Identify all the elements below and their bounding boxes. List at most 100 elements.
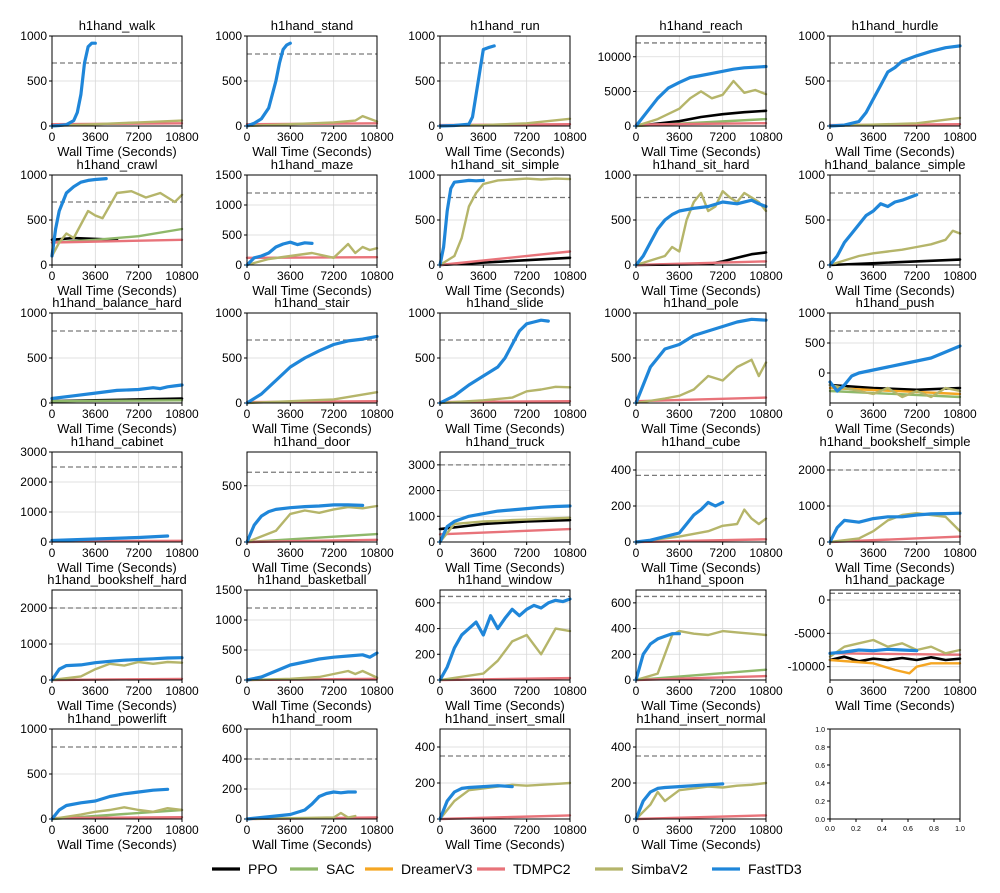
y-tick-label: 500	[27, 767, 47, 781]
plot-area	[636, 729, 766, 819]
x-tick-label: 10800	[943, 407, 977, 421]
series-line-simbav2	[438, 627, 572, 682]
series-line-tdmpc2	[828, 535, 962, 544]
y-tick-label: 0	[818, 535, 825, 549]
axes-frame	[246, 312, 378, 404]
series-line-tdmpc2	[438, 527, 572, 536]
y-tick-label: 0	[818, 366, 825, 380]
panel-title: h1hand_powerlift	[67, 711, 166, 726]
x-tick-label: 7200	[903, 130, 930, 144]
series-line-simbav2	[245, 811, 357, 821]
series-line-sac	[50, 399, 184, 403]
x-tick-label: 10800	[749, 269, 783, 283]
x-axis-label: Wall Time (Seconds)	[252, 560, 371, 575]
y-tick-label: 400	[415, 622, 435, 636]
legend-label: SAC	[326, 861, 355, 877]
x-axis-label: Wall Time (Seconds)	[445, 283, 564, 298]
x-tick-label: 0	[437, 269, 444, 283]
plot-area	[247, 452, 377, 542]
axes-frame	[246, 728, 378, 820]
x-tick-label: 3600	[666, 823, 693, 837]
x-tick-label: 7200	[709, 546, 736, 560]
x-tick-label: 7200	[320, 407, 347, 421]
y-tick-label: 500	[222, 643, 242, 657]
x-tick-label: 0	[633, 823, 640, 837]
series-line-simbav2	[245, 242, 379, 267]
series-line-ppo	[634, 109, 768, 128]
x-tick-label: 0	[49, 130, 56, 144]
series-line-simbav2	[438, 516, 572, 544]
x-tick-label: 7200	[709, 684, 736, 698]
x-tick-label: 3600	[470, 684, 497, 698]
y-tick-label: 0	[428, 396, 435, 410]
y-tick-label: 0	[624, 535, 631, 549]
y-tick-label: 0	[428, 119, 435, 133]
x-tick-label: 10800	[553, 823, 587, 837]
y-tick-label: 1000	[215, 198, 242, 212]
x-tick-label: 0	[827, 684, 834, 698]
panel-title: h1hand_hurdle	[852, 18, 939, 33]
series-line-ppo	[828, 655, 962, 663]
x-tick-label: 7200	[709, 823, 736, 837]
y-tick-label: 0	[428, 258, 435, 272]
panel-title: h1hand_sit_simple	[451, 157, 559, 172]
x-tick-label: 0.8	[929, 826, 939, 833]
x-tick-label: 7200	[320, 546, 347, 560]
x-tick-label: 10800	[165, 130, 199, 144]
y-tick-label: 200	[222, 782, 242, 796]
y-tick-label: 1000	[604, 168, 631, 182]
x-tick-label: 7200	[320, 823, 347, 837]
series-line-fasttd3	[50, 177, 108, 258]
y-tick-label: 1000	[798, 306, 825, 320]
y-tick-label: 0	[235, 396, 242, 410]
x-tick-label: 7200	[709, 130, 736, 144]
axes-frame	[635, 451, 767, 543]
x-tick-label: 7200	[903, 407, 930, 421]
y-tick-label: 1500	[215, 583, 242, 597]
y-tick-label: 0	[40, 119, 47, 133]
y-tick-label: 0	[40, 258, 47, 272]
axes-frame	[635, 589, 767, 681]
panel-title: h1hand_package	[845, 572, 945, 587]
y-tick-label: 1000	[20, 168, 47, 182]
panel-title: h1hand_reach	[659, 18, 742, 33]
x-tick-label: 10800	[749, 546, 783, 560]
legend-label: PPO	[248, 861, 278, 877]
axes-frame	[439, 174, 571, 266]
series-line-simbav2	[634, 358, 768, 405]
panel-title: h1hand_cube	[662, 434, 741, 449]
series-line-simbav2	[245, 669, 379, 682]
series-line-tdmpc2	[50, 238, 184, 244]
x-tick-label: 0	[437, 823, 444, 837]
y-tick-label: 600	[415, 596, 435, 610]
x-tick-label: 3600	[860, 546, 887, 560]
x-tick-label: 7200	[513, 269, 540, 283]
x-tick-label: 3600	[860, 269, 887, 283]
axes-frame	[51, 35, 183, 127]
legend-item-sac: SAC	[290, 861, 355, 877]
x-tick-label: 3600	[82, 130, 109, 144]
x-tick-label: 3600	[666, 546, 693, 560]
y-tick-label: 2000	[408, 484, 435, 498]
x-axis-label: Wall Time (Seconds)	[252, 421, 371, 436]
x-tick-label: 3600	[277, 546, 304, 560]
panel-title: h1hand_balance_simple	[825, 157, 966, 172]
series-line-tdmpc2	[828, 652, 962, 656]
series-line-simbav2	[634, 781, 768, 821]
y-tick-label: 0	[235, 812, 242, 826]
panel-title: h1hand_push	[856, 295, 935, 310]
x-tick-label: 0	[633, 269, 640, 283]
x-tick-label: 3600	[82, 546, 109, 560]
y-tick-label: 2000	[20, 601, 47, 615]
y-tick-label: 0	[428, 535, 435, 549]
series-line-simbav2	[245, 504, 379, 544]
y-tick-label: 0	[818, 258, 825, 272]
